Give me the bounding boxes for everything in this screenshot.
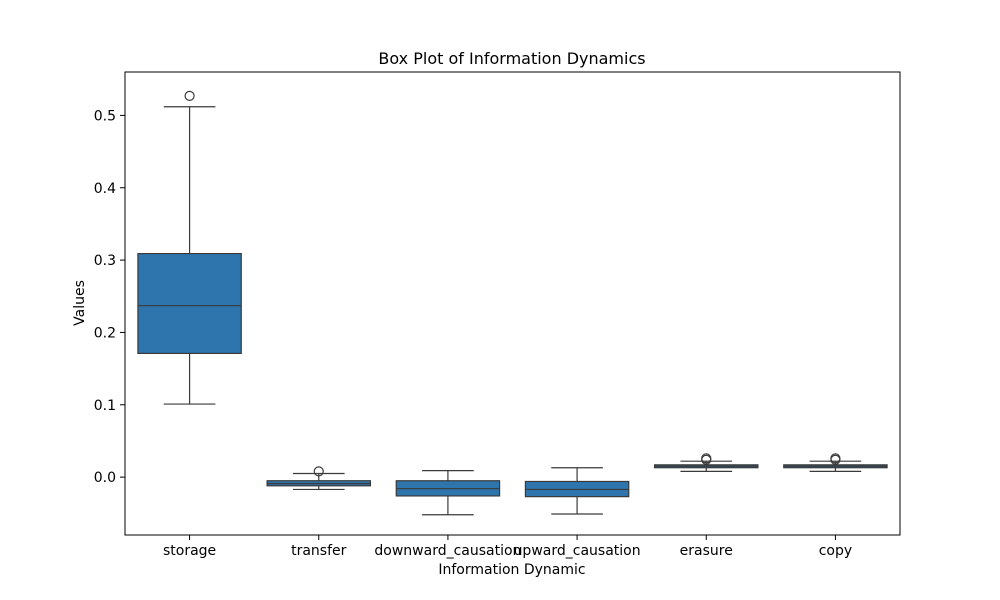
- box-erasure: [653, 453, 759, 472]
- y-axis: 0.0 0.1 0.2 0.3 0.4 0.5: [94, 108, 125, 486]
- y-axis-label: Values: [72, 280, 88, 326]
- box-transfer: [266, 466, 372, 491]
- plot-frame: [124, 71, 901, 536]
- x-tick-label: downward_causation: [374, 543, 521, 559]
- x-tick-label: upward_causation: [514, 543, 641, 559]
- x-tick-label: copy: [819, 543, 852, 559]
- y-tick-label: 0.5: [94, 108, 116, 124]
- chart-title: Box Plot of Information Dynamics: [378, 49, 645, 68]
- outlier-point: [313, 466, 324, 477]
- y-tick-label: 0.2: [94, 325, 116, 341]
- outlier-point: [184, 90, 195, 101]
- outlier-point: [830, 453, 841, 464]
- x-tick-label: erasure: [680, 543, 733, 559]
- x-tick-label: transfer: [291, 543, 347, 559]
- y-tick-label: 0.0: [94, 470, 116, 486]
- box-copy: [783, 453, 888, 472]
- y-tick-label: 0.3: [94, 253, 116, 269]
- box-upward_causation: [524, 467, 630, 515]
- box-downward_causation: [395, 470, 501, 516]
- y-tick-label: 0.4: [94, 181, 116, 197]
- box-storage: [137, 90, 242, 405]
- x-axis-label: Information Dynamic: [438, 562, 585, 578]
- outlier-point: [701, 453, 712, 464]
- iqr-box: [137, 252, 242, 355]
- x-tick-label: storage: [163, 543, 216, 559]
- x-axis: storage transfer downward_causationupward_…: [163, 535, 852, 559]
- y-tick-label: 0.1: [94, 398, 116, 414]
- plot-area: [137, 90, 888, 516]
